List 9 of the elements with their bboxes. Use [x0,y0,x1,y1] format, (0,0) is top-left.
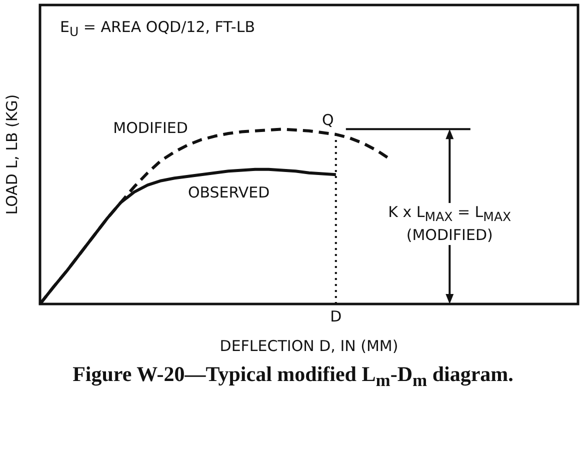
series-label: OBSERVED [188,183,270,202]
text: E$_{U}$ = AREA OQD/12, FT-LB [60,18,255,39]
x-axis-title: DEFLECTION D, IN (MM) [220,336,398,355]
annotation: K x L$_{MAX}$ = L$_{MAX}$ (MODIFIED) [374,203,525,246]
text: Figure W-20—Typical modified L$_{m}$-D$_{m}$ diagram. [72,362,514,390]
annotation: Q [322,111,334,130]
series-label: MODIFIED [113,119,188,138]
y-axis-title: LOAD L, LB (KG) [2,94,21,215]
text: D [330,307,342,326]
